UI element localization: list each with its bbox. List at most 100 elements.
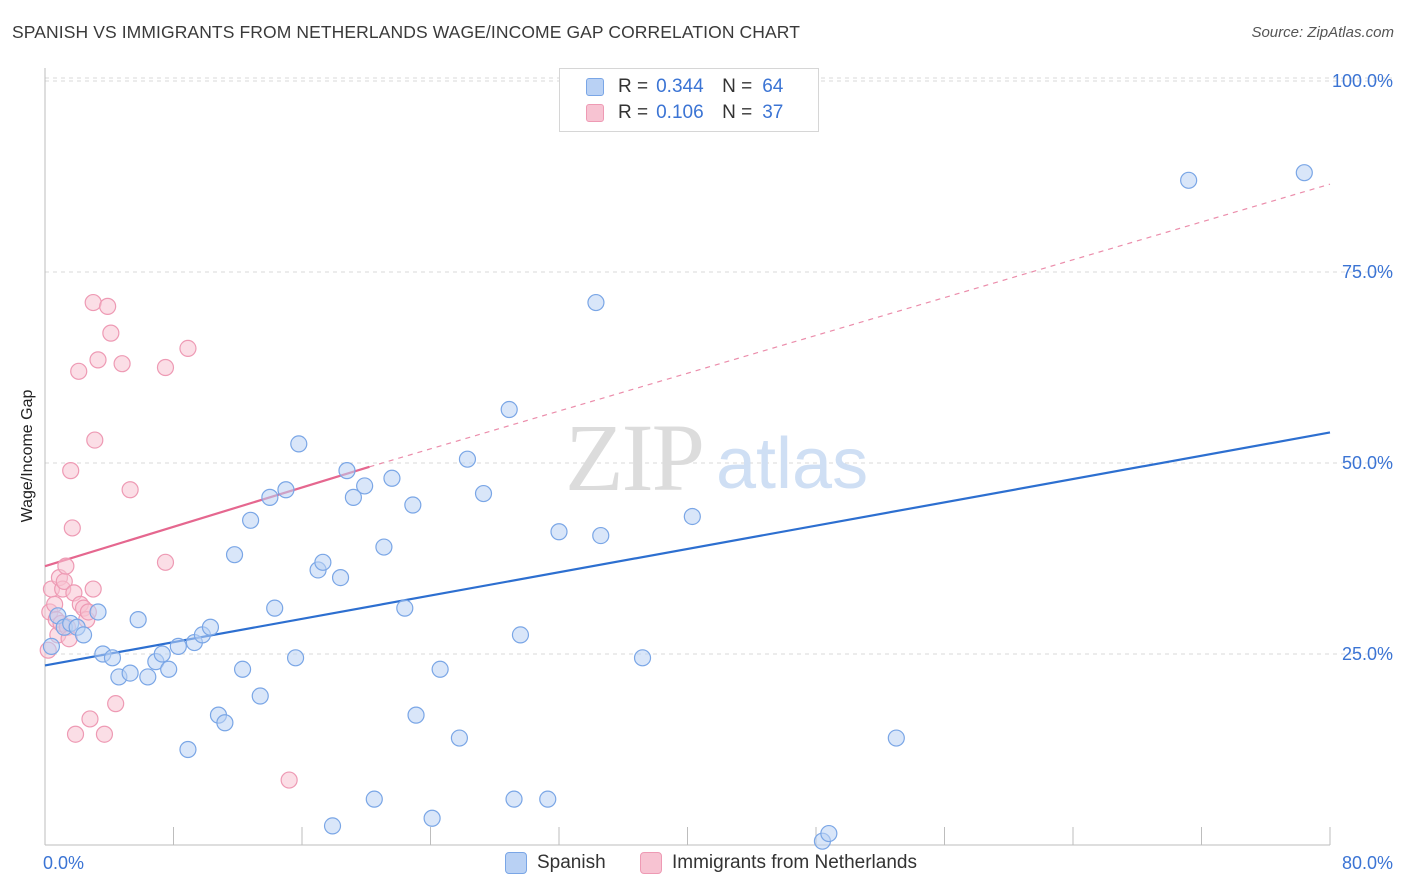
point-netherlands [107,695,125,713]
legend-r-value: 0.344 [656,76,704,97]
point-spanish [338,462,356,480]
chart-title: SPANISH VS IMMIGRANTS FROM NETHERLANDS W… [12,22,800,42]
point-spanish [587,293,605,312]
point-spanish [89,603,107,621]
legend-r-label: R = [618,102,649,123]
point-spanish [153,645,171,663]
point-spanish [314,553,332,571]
bottom-legend: Spanish Immigrants from Netherlands [0,852,1406,878]
trendline-netherlands [44,465,370,568]
legend-row-spanish: R = 0.344 N = 64 [586,75,783,99]
point-spanish [323,817,342,835]
point-netherlands [280,771,298,789]
point-spanish [290,435,308,453]
legend-r-value: 0.106 [656,102,704,123]
point-netherlands [95,725,114,743]
grid-lines [45,77,1392,655]
source-label: Source: ZipAtlas.com [1251,24,1394,41]
trendline-netherlands-extension [369,183,1331,468]
point-spanish [500,400,518,419]
legend-swatch-spanish [586,78,604,96]
point-netherlands [89,351,107,369]
point-spanish [225,546,244,564]
point-spanish [423,809,441,827]
point-netherlands [66,725,85,743]
legend-n-value: 37 [762,102,784,123]
bottom-legend-spanish: Spanish [505,852,606,874]
point-spanish [242,511,260,529]
point-spanish [179,740,197,759]
point-spanish [344,488,362,506]
point-spanish [201,618,220,636]
y-tick-label: 25.0% [1342,644,1393,664]
x-tick-label: 0.0% [43,853,84,873]
point-spanish [129,611,147,629]
point-spanish [365,790,383,808]
point-spanish [683,507,701,526]
point-netherlands [62,462,80,480]
point-spanish [356,477,374,495]
point-netherlands [102,324,120,342]
point-netherlands [179,339,197,357]
point-netherlands [63,519,81,537]
bottom-legend-label-spanish: Spanish [537,852,606,873]
legend-n-label: N = [722,76,753,97]
point-netherlands [86,431,104,449]
point-spanish [404,496,422,514]
point-spanish [251,687,269,705]
trend-lines [44,183,1331,667]
y-tick-label: 50.0% [1342,453,1393,473]
point-spanish [458,450,477,468]
point-spanish [286,649,305,667]
point-netherlands [81,710,99,728]
point-netherlands [99,297,117,315]
point-netherlands [156,553,175,571]
point-spanish [261,488,279,506]
point-spanish [160,660,178,678]
legend-row-netherlands: R = 0.106 N = 37 [586,101,783,125]
point-spanish [383,469,401,487]
point-spanish [511,626,530,644]
legend-swatch-netherlands [586,104,604,122]
legend-r-label: R = [618,76,649,97]
point-netherlands [57,557,75,575]
point-spanish [592,526,610,545]
legend: R = 0.344 N = 64 R = 0.106 N = 37 [559,68,819,132]
point-spanish [277,481,295,499]
bottom-legend-label-netherlands: Immigrants from Netherlands [672,852,917,873]
axes [44,68,1331,846]
point-spanish [266,599,284,617]
y-tick-label: 100.0% [1332,71,1393,91]
point-spanish [103,649,122,667]
series-netherlands [39,293,298,789]
point-spanish [887,729,905,747]
watermark: ZIP atlas [565,404,868,511]
watermark-zip: ZIP [565,404,703,511]
point-spanish [233,660,252,678]
bottom-legend-swatch-spanish [505,852,527,874]
point-spanish [42,637,61,655]
legend-n-value: 64 [762,76,784,97]
bottom-legend-swatch-netherlands [640,852,662,874]
point-spanish [139,668,157,686]
point-netherlands [156,358,175,377]
legend-n-label: N = [722,102,753,123]
point-spanish [216,714,234,732]
series-spanish [42,164,1313,850]
point-netherlands [84,293,102,312]
point-spanish [169,637,187,655]
point-spanish [633,649,652,667]
point-spanish [74,626,93,644]
point-spanish [407,706,425,724]
point-netherlands [70,362,88,380]
point-spanish [505,790,523,808]
point-spanish [539,790,557,808]
point-spanish [474,484,493,503]
y-tick-label: 75.0% [1342,262,1393,282]
point-netherlands [84,580,102,598]
point-spanish [396,599,414,617]
watermark-atlas: atlas [716,424,868,504]
point-spanish [121,664,139,682]
x-tick-label: 80.0% [1342,853,1393,873]
